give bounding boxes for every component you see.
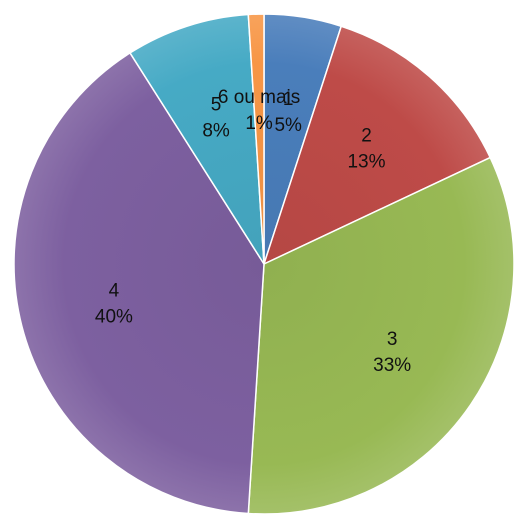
pie-slice-2 (262, 25, 492, 266)
pie-slices (13, 13, 514, 515)
slice-percent: 8% (202, 121, 230, 142)
slice-category: 6 ou mais (218, 87, 300, 108)
slice-percent: 1% (245, 113, 273, 134)
slice-percent: 40% (95, 307, 133, 328)
slice-label-4: 4 40% (95, 281, 133, 328)
pie-labels: 1 5%2 13%3 33%4 40%5 8%6 ou mais 1% (95, 87, 411, 376)
slice-label-3: 3 33% (373, 329, 411, 376)
slice-label-2: 2 13% (347, 126, 385, 173)
slice-category: 2 (361, 126, 372, 147)
pie-slice-3 (247, 156, 514, 515)
slice-label-1: 1 5% (274, 89, 302, 136)
slice-category: 1 (283, 89, 294, 110)
slice-category: 5 (211, 95, 222, 116)
slice-label-5: 5 8% (202, 95, 230, 142)
slice-percent: 33% (373, 355, 411, 376)
slice-label-6-ou-mais: 6 ou mais 1% (218, 87, 300, 134)
slice-percent: 13% (347, 152, 385, 173)
slice-category: 3 (387, 329, 398, 350)
pie-slice-5 (129, 13, 265, 265)
slice-percent: 5% (274, 115, 302, 136)
pie-slice-6-ou-mais (247, 13, 265, 265)
slice-category: 4 (109, 281, 120, 302)
pie-slice-4 (13, 51, 265, 515)
